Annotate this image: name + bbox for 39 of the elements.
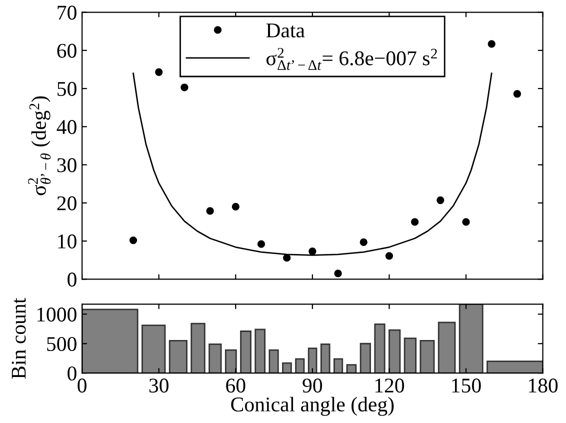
point [334,270,342,278]
y-axis-title: Bin count [12,298,26,379]
point [462,218,470,226]
x-tick-label: 60 [226,378,246,393]
point [257,240,266,248]
point [360,238,368,246]
legend-label: σ$^{2}$$_{Δt’−Δt}$= 6.8e−007 s$^{2}$ [266,48,437,70]
y-tick-label: 10 [58,234,76,248]
x-tick-label: 150 [452,378,481,393]
y-tick-label: 0 [68,272,76,287]
point [180,84,188,92]
y-tick-label: 40 [56,120,76,134]
x-axis-title: Conical angle (deg) [231,396,394,416]
y-tick-label: 0 [68,366,76,381]
point [155,68,163,76]
y-tick-label: 20 [57,196,76,210]
y-axis-title: σ$^{2}$$_{θ’−θ}$ (deg$^{2}$) [28,96,51,196]
point [308,248,316,256]
y-tick-label: 30 [57,158,76,172]
legend-label: Data [266,24,305,38]
point [206,207,214,215]
x-tick-label: 90 [302,378,322,393]
x-tick-label: 120 [375,378,404,393]
point [410,218,419,226]
x-tick-label: 180 [529,378,558,393]
point [232,202,240,211]
y-tick-label: 50 [58,82,76,96]
point [436,196,444,204]
point [283,254,291,262]
y-tick-label: 60 [57,44,76,58]
point [129,236,138,244]
y-tick-label: 70 [58,6,76,20]
point [513,90,522,98]
point [488,40,496,48]
x-tick-label: 0 [78,378,86,393]
y-tick-label: 1000 [37,308,76,322]
y-tick-label: 500 [47,336,76,352]
point [385,252,394,260]
x-tick-label: 30 [149,378,168,393]
